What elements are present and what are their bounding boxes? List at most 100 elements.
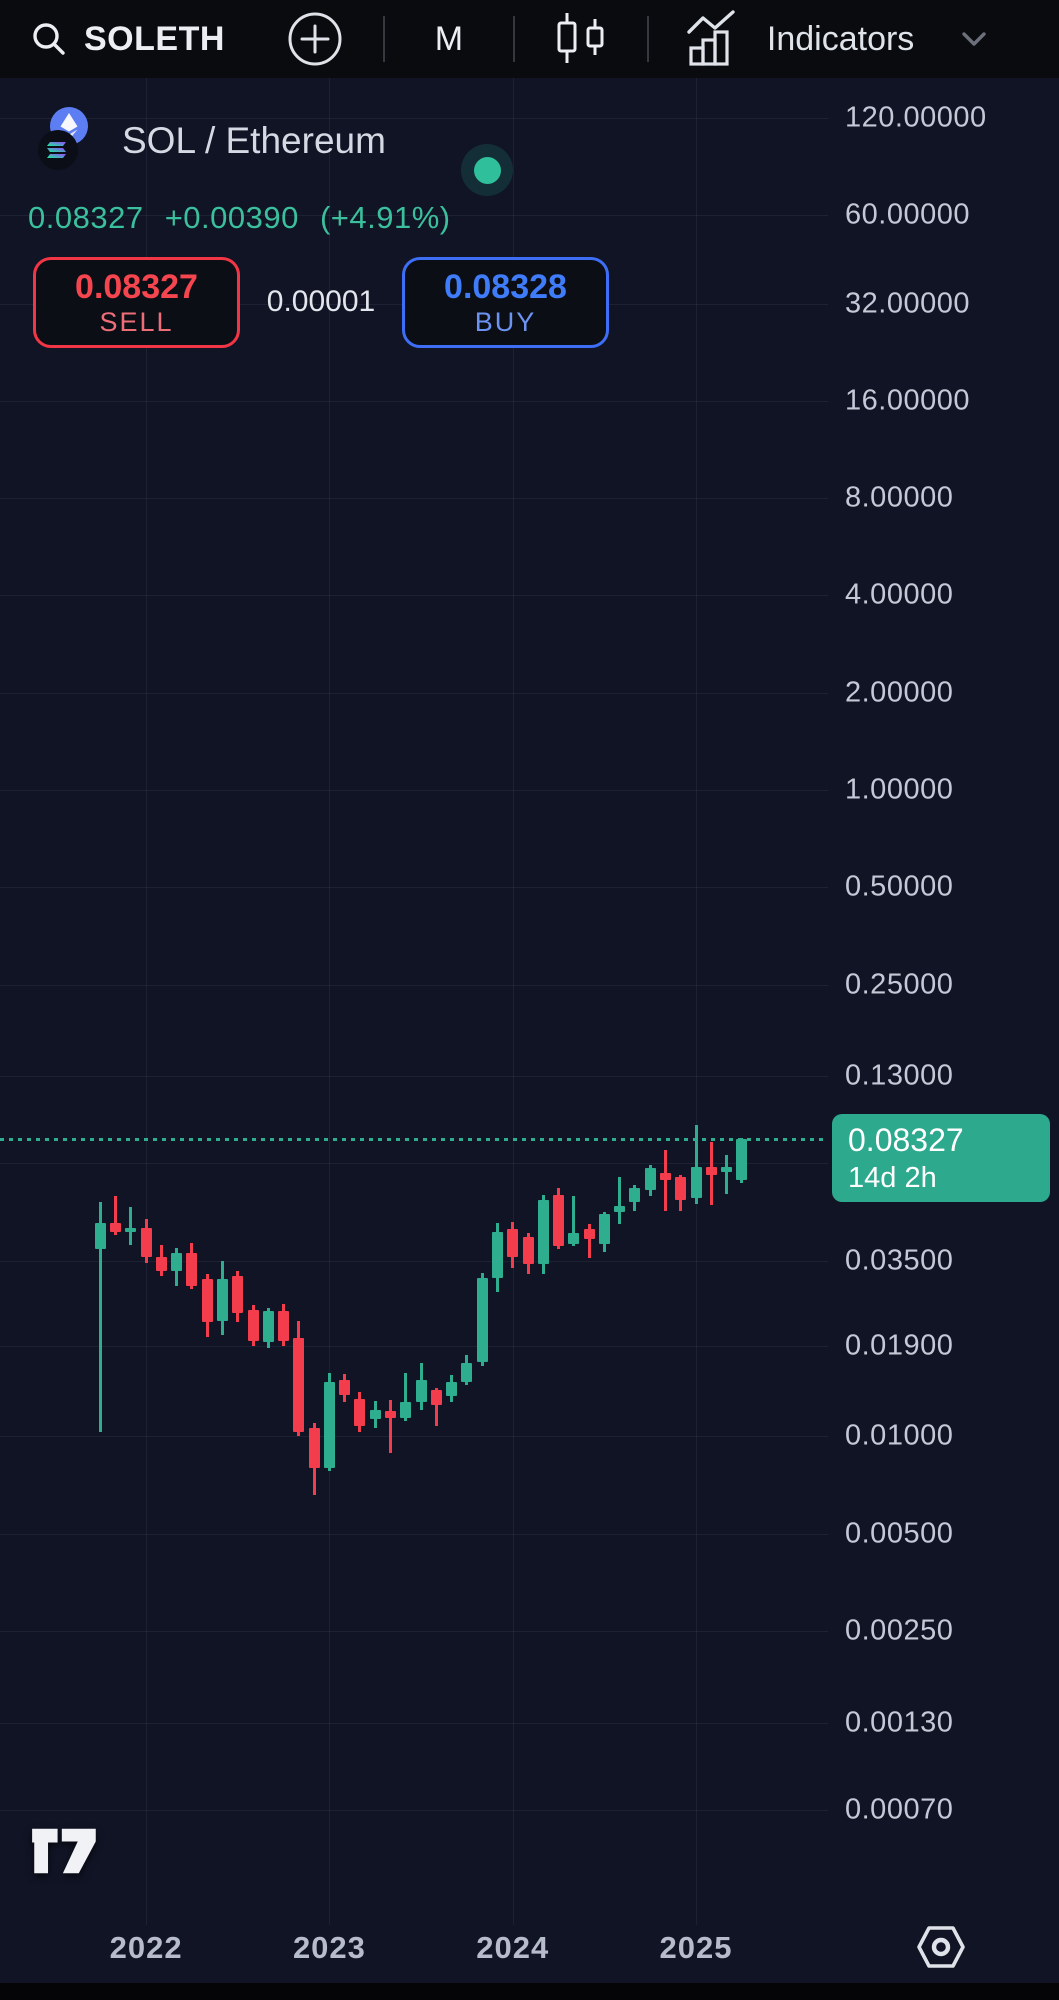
tradingview-logo[interactable]	[30, 1820, 100, 1882]
candle-2022-01	[140, 1227, 152, 1257]
chart-type-button[interactable]	[515, 11, 647, 67]
price-axis-label: 120.00000	[845, 101, 987, 134]
candle-2022-09	[262, 1310, 274, 1342]
h-gridline	[0, 887, 828, 889]
pair-title: SOL / Ethereum	[122, 120, 386, 161]
price-axis-label: 0.03500	[845, 1244, 954, 1277]
candle-2022-11	[293, 1338, 305, 1433]
candle-2024-01	[507, 1229, 519, 1257]
h-gridline	[0, 692, 828, 694]
timeframe-button[interactable]: M	[434, 19, 464, 58]
h-gridline	[0, 1346, 828, 1348]
last-price: 0.08327	[28, 200, 144, 235]
year-label-2025: 2025	[659, 1930, 733, 1965]
symbol-search[interactable]: SOLETH	[30, 20, 225, 59]
chevron-down-icon	[962, 32, 987, 46]
price-axis-label: 0.00130	[845, 1706, 954, 1739]
h-gridline	[0, 1809, 828, 1811]
candle-2023-11	[476, 1277, 488, 1362]
add-symbol-button[interactable]	[287, 11, 343, 67]
price-axis-label: 0.00500	[845, 1517, 954, 1550]
candle-wick	[572, 1196, 576, 1247]
price-change: +0.00390	[164, 200, 299, 235]
v-gridline	[696, 78, 698, 1925]
candle-wick	[404, 1373, 408, 1421]
year-label-2024: 2024	[476, 1930, 550, 1965]
price-axis-label: 4.00000	[845, 578, 954, 611]
candle-2022-10	[278, 1311, 290, 1341]
toolbar-divider	[382, 16, 385, 62]
price-axis-label: 2.00000	[845, 676, 954, 709]
candle-2022-06	[217, 1278, 228, 1322]
candle-2024-11	[659, 1173, 671, 1181]
bar-countdown: 14d 2h	[848, 1161, 937, 1194]
sell-price: 0.08327	[75, 267, 198, 306]
trade-buttons-row: 0.08327 SELL 0.00001 0.08328 BUY	[0, 257, 640, 352]
candle-2024-07	[598, 1214, 610, 1244]
v-gridline	[512, 78, 514, 1925]
price-axis-label: 0.13000	[845, 1059, 954, 1092]
price-axis-label: 0.00250	[845, 1614, 954, 1647]
h-gridline	[0, 1076, 828, 1078]
year-label-2023: 2023	[292, 1930, 366, 1965]
price-axis-label: 1.00000	[845, 773, 954, 806]
search-icon	[33, 23, 65, 55]
candle-2022-08	[247, 1309, 259, 1341]
chart-area[interactable]: SOL / Ethereum 0.08327 +0.00390 (+4.91%)…	[0, 78, 1059, 2000]
price-change-pct: (+4.91%)	[319, 200, 451, 235]
pair-row[interactable]: SOL / Ethereum	[30, 106, 386, 176]
nut-settings-icon	[917, 1926, 965, 1968]
toolbar-expand-button[interactable]	[954, 27, 994, 51]
top-toolbar: SOLETH M	[0, 0, 1059, 78]
candle-2022-12	[308, 1428, 320, 1468]
candle-2022-02	[155, 1256, 167, 1272]
h-gridline	[0, 595, 828, 597]
candle-2024-09	[629, 1187, 641, 1203]
candle-2023-02	[339, 1380, 351, 1396]
sol-logo	[38, 130, 78, 170]
price-axis-label: 32.00000	[845, 287, 970, 319]
candle-2024-08	[614, 1206, 626, 1212]
candle-2023-04	[369, 1409, 381, 1420]
candle-2024-12	[675, 1176, 687, 1200]
current-price-value: 0.08327	[848, 1121, 964, 1158]
indicators-button[interactable]: Indicators	[685, 10, 914, 68]
price-axis-label: 0.01000	[845, 1419, 954, 1452]
tv-logo-seven	[61, 1828, 96, 1874]
market-status-dot[interactable]	[461, 144, 513, 196]
h-gridline	[0, 1436, 828, 1438]
h-gridline	[0, 1533, 828, 1535]
chart-settings-button[interactable]	[916, 1923, 966, 1971]
v-gridline	[146, 78, 148, 1925]
buy-label: BUY	[474, 306, 537, 337]
candle-wick	[587, 1223, 591, 1258]
candle-2024-05	[568, 1232, 580, 1244]
candle-2024-02	[522, 1237, 534, 1265]
pair-logos	[30, 106, 108, 176]
candle-2024-03	[537, 1199, 549, 1265]
candle-2021-12	[125, 1227, 137, 1233]
current-price-tag: 0.08327 14d 2h	[832, 1113, 1050, 1202]
candle-wick	[389, 1399, 393, 1453]
candle-2021-10	[94, 1223, 106, 1250]
current-price-line	[0, 1137, 828, 1141]
candle-2025-02	[705, 1166, 717, 1175]
price-axis-label: 60.00000	[845, 198, 970, 231]
plus-circle-icon	[288, 12, 342, 66]
buy-button[interactable]: 0.08328 BUY	[402, 257, 609, 348]
candle-2024-06	[583, 1229, 595, 1239]
candle-2022-03	[171, 1253, 183, 1272]
price-axis-label: 0.01900	[845, 1329, 954, 1362]
h-gridline	[0, 117, 828, 119]
candle-2022-07	[232, 1276, 244, 1313]
candle-wick	[98, 1202, 102, 1433]
v-gridline	[329, 78, 331, 1925]
candle-2021-11	[110, 1223, 122, 1233]
candle-2023-07	[415, 1380, 427, 1402]
bottom-edge-strip	[0, 1983, 1059, 2000]
h-gridline	[0, 1631, 828, 1633]
candle-2024-10	[644, 1167, 656, 1191]
indicators-icon	[687, 10, 735, 66]
sell-button[interactable]: 0.08327 SELL	[33, 257, 240, 348]
